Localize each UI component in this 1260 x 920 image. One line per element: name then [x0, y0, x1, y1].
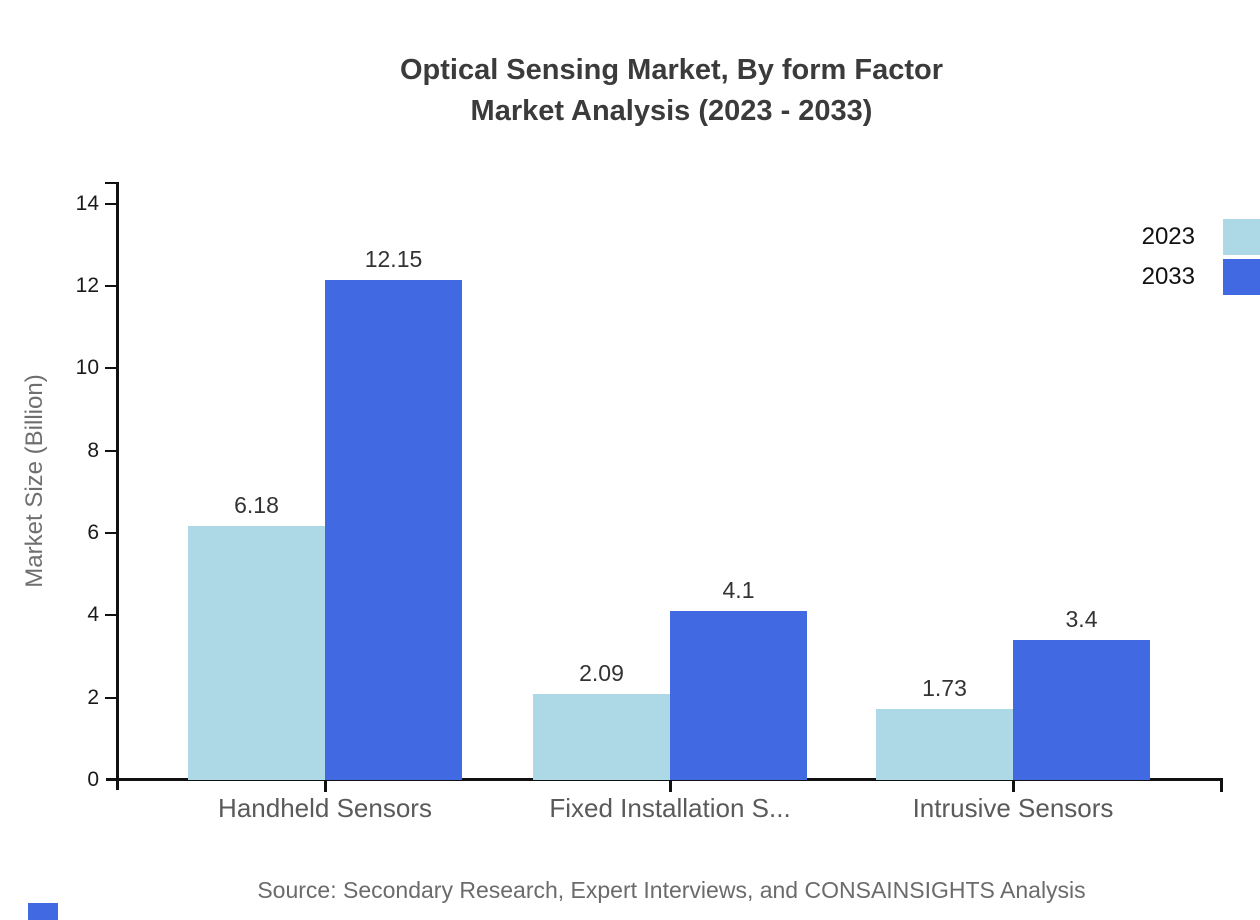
y-tick-mark	[105, 284, 117, 287]
y-tick-label: 4	[87, 603, 99, 627]
source-note: Source: Secondary Research, Expert Inter…	[257, 877, 1086, 903]
y-tick-label: 2	[87, 685, 99, 709]
bar-2033	[325, 280, 462, 780]
y-tick-label: 14	[75, 191, 99, 215]
y-tick-label: 0	[87, 768, 99, 791]
bar-value-label: 12.15	[364, 246, 423, 272]
legend-row: 2023	[1142, 217, 1260, 257]
y-tick-mark	[105, 614, 117, 617]
chart-title-line1: Optical Sensing Market, By form Factor	[399, 54, 944, 86]
y-tick-mark	[105, 202, 117, 205]
brand-mark	[28, 903, 58, 920]
x-tick-mark	[324, 781, 327, 792]
y-tick-label: 12	[75, 273, 99, 297]
legend-label: 2033	[1141, 263, 1195, 290]
legend-row: 2033	[1142, 257, 1260, 297]
y-tick-label: 8	[87, 438, 99, 462]
bar-value-label: 6.18	[234, 492, 279, 518]
legend: 2023 2033	[1142, 217, 1260, 297]
y-tick-label: 6	[87, 520, 99, 544]
x-axis-end-tick	[1220, 781, 1223, 792]
bar-2033	[670, 611, 807, 780]
bar-value-label: 4.1	[722, 577, 755, 603]
y-axis-end-tick	[105, 182, 117, 184]
bar-2023	[876, 709, 1013, 780]
chart-title-line2: Market Analysis (2023 - 2033)	[470, 95, 873, 127]
x-tick-mark	[669, 781, 672, 792]
bar-value-label: 1.73	[922, 675, 967, 701]
y-tick-mark	[105, 367, 117, 370]
y-tick-mark	[105, 696, 117, 699]
category-label: Fixed Installation S...	[549, 793, 791, 823]
y-axis-title: Market Size (Billion)	[21, 374, 48, 588]
chart-title: Optical Sensing Market, By form Factor M…	[118, 50, 1225, 132]
category-label: Intrusive Sensors	[912, 793, 1114, 823]
y-tick-mark	[105, 449, 117, 452]
y-tick-label: 10	[75, 356, 99, 380]
bar-2023	[533, 694, 670, 780]
legend-label: 2023	[1141, 223, 1195, 250]
bar-2033	[1013, 640, 1150, 780]
bar-value-label: 2.09	[579, 660, 624, 686]
category-label: Handheld Sensors	[218, 793, 432, 823]
bar-value-label: 3.4	[1065, 606, 1098, 632]
bars-layer: 6.18 12.15 2.09 4.1 1.73 3.4	[118, 182, 1225, 780]
y-axis-line	[116, 182, 119, 790]
legend-swatch-2033	[1223, 259, 1260, 295]
x-tick-mark	[1012, 781, 1015, 792]
bar-2023	[188, 526, 325, 780]
y-tick-mark	[105, 531, 117, 534]
legend-swatch-2023	[1223, 219, 1260, 255]
